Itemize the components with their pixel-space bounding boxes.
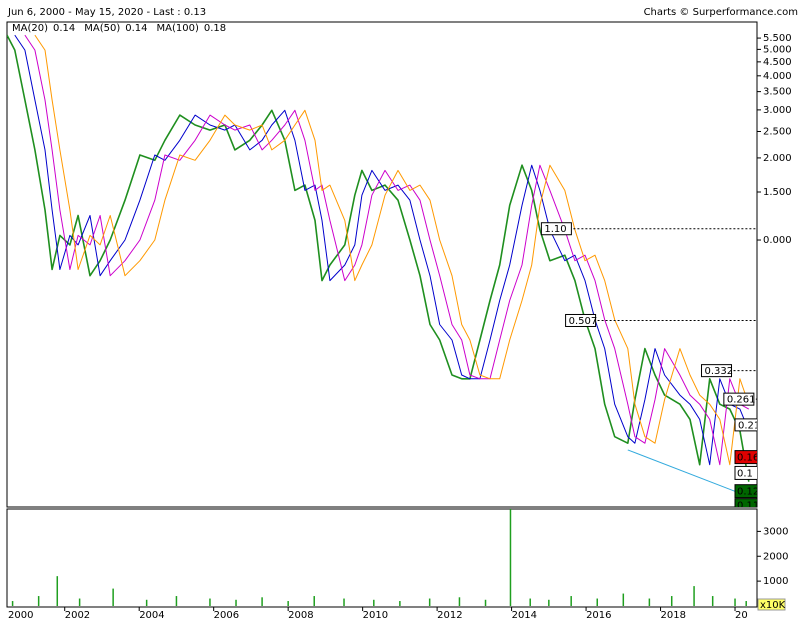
price-tag [734, 450, 757, 465]
legend-value: 0.14 [53, 23, 75, 34]
volume-bar [399, 601, 401, 606]
level-box [540, 222, 572, 236]
ma-line [34, 34, 750, 466]
y-tick-label: 5.500 [763, 33, 792, 44]
volume-bar [287, 601, 289, 606]
y-tick-label: 3.500 [763, 87, 792, 98]
volume-tick-label: 2000 [763, 551, 788, 562]
price-tag [734, 465, 757, 480]
price-area: 1.10 0.507 0.332 0.261 0.21 0.16 0.1 0.12 0.11 [7, 34, 760, 512]
price-tag [734, 484, 757, 499]
level-label: 0.261 [727, 395, 756, 406]
level-box [734, 418, 757, 432]
credit: Charts © Surperformance.com [644, 7, 798, 18]
x-tick-label: 2004 [139, 610, 164, 621]
level-label: 0.21 [738, 420, 760, 431]
volume-bar [209, 598, 211, 606]
volume-tick-label: 3000 [763, 526, 788, 537]
volume-bar [458, 597, 461, 606]
y-tick-label: 2.000 [763, 153, 792, 164]
volume-bar [693, 586, 695, 606]
volume-bar [11, 601, 14, 606]
volume-bar [343, 598, 345, 606]
volume-tick-label: 1000 [763, 576, 788, 587]
legend-name: MA(20) [12, 23, 48, 34]
volume-bar [509, 509, 512, 606]
level-box [565, 313, 597, 327]
y-tick-label: 5.000 [763, 44, 792, 55]
ma-line [14, 34, 750, 466]
price-line [7, 34, 750, 482]
y-tick-label: 4.000 [763, 71, 792, 82]
level-label: 0.332 [705, 366, 734, 377]
volume-bar [78, 598, 81, 606]
y-tick-label: 2.500 [763, 126, 792, 137]
x-tick-label: 2008 [288, 610, 313, 621]
volume-bar [112, 588, 114, 606]
price-tag-label: 0.12 [737, 487, 759, 498]
volume-bar [711, 596, 714, 606]
volume-bar [484, 599, 487, 606]
x-tick-label: 2016 [586, 610, 611, 621]
level-label: 0.507 [569, 316, 598, 327]
x-tick-label: 2010 [363, 610, 388, 621]
volume-area [11, 509, 747, 606]
y-tick-label: 1.500 [763, 187, 792, 198]
price-tag-label: 0.11 [737, 501, 759, 512]
volume-bar [670, 596, 673, 606]
legend-value: 0.18 [204, 23, 226, 34]
x-tick-label: 2006 [214, 610, 239, 621]
price-panel [6, 21, 758, 508]
volume-bar [648, 598, 651, 606]
x-tick-label: 2014 [512, 610, 537, 621]
volume-bar [570, 596, 572, 606]
x-tick-label: 2012 [437, 610, 462, 621]
legend-name: MA(50) [84, 23, 120, 34]
volume-bar [56, 576, 59, 606]
volume-bar [235, 599, 237, 606]
volume-unit: x10K [760, 600, 786, 611]
x-tick-label: 20 [735, 610, 748, 621]
chart-title: Jun 6, 2000 - May 15, 2020 - Last : 0.13 [7, 7, 206, 18]
level-box [701, 364, 733, 378]
unit-box [757, 598, 786, 611]
y-tick-label: 4.500 [763, 57, 792, 68]
legend-value: 0.14 [125, 23, 147, 34]
x-tick-label: 2002 [65, 610, 90, 621]
volume-bar [428, 598, 431, 606]
trendline [627, 449, 735, 492]
ma-line [24, 34, 750, 466]
legend-name: MA(100) [157, 23, 199, 34]
y-tick-label: 3.000 [763, 105, 792, 116]
x-tick-label: 2018 [661, 610, 686, 621]
price-tag [734, 498, 757, 507]
volume-bar [529, 598, 531, 606]
price-tag-label: 0.16 [737, 453, 759, 464]
volume-bar [548, 599, 550, 606]
volume-bar [596, 598, 598, 606]
volume-bar [745, 601, 747, 606]
volume-bar [175, 596, 178, 606]
volume-bar [261, 597, 263, 606]
volume-panel [6, 508, 758, 608]
y-tick-label: 0.000 [763, 235, 792, 246]
level-box [723, 392, 755, 406]
volume-bar [145, 599, 148, 606]
level-label: 1.10 [544, 224, 566, 235]
volume-bar [37, 596, 40, 606]
volume-bar [313, 596, 315, 606]
volume-bar [622, 593, 625, 606]
volume-bar [373, 599, 375, 606]
x-tick-label: 2000 [8, 610, 33, 621]
volume-bar [734, 598, 736, 606]
price-tag-label: 0.1 [737, 468, 753, 479]
